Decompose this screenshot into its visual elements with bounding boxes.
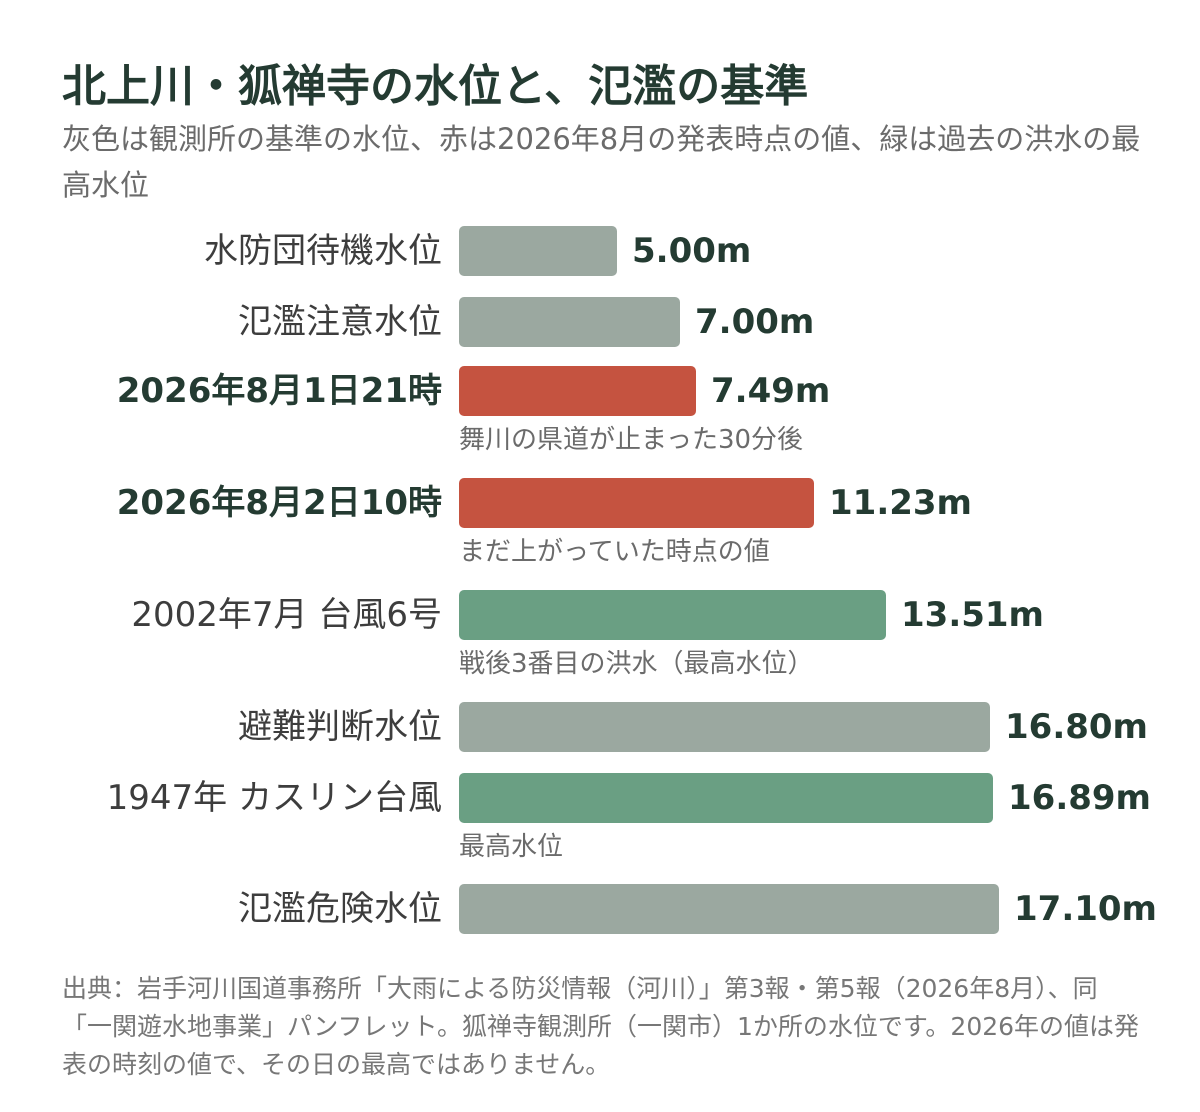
bar-label: 2002年7月 台風6号 — [131, 595, 442, 635]
bar-value-label: 16.80m — [1005, 707, 1148, 747]
bar-label: 避難判断水位 — [238, 707, 442, 747]
bar-label: 1947年 カスリン台風 — [106, 778, 442, 818]
bar-annotation: まだ上がっていた時点の値 — [459, 537, 770, 567]
bar-label: 氾濫注意水位 — [238, 302, 442, 342]
chart-subtitle: 灰色は観測所の基準の水位、赤は2026年8月の発表時点の値、緑は過去の洪水の最高… — [62, 122, 1141, 202]
bar-label: 水防団待機水位 — [204, 231, 442, 271]
bar-reference — [459, 702, 990, 752]
bar-label: 2026年8月2日10時 — [116, 483, 442, 523]
bar-label: 氾濫危険水位 — [238, 889, 442, 929]
bar-annotation: 戦後3番目の洪水（最高水位） — [459, 649, 814, 679]
bar-historical — [459, 590, 886, 640]
bar-reference — [459, 884, 999, 934]
bar-value-label: 7.00m — [695, 302, 815, 342]
bar-value-label: 7.49m — [711, 371, 831, 411]
bar-historical — [459, 773, 993, 823]
bar-reference — [459, 226, 617, 276]
bar-value-label: 16.89m — [1008, 778, 1151, 818]
bar-label: 2026年8月1日21時 — [116, 371, 442, 411]
bar-value-label: 11.23m — [829, 483, 972, 523]
bar-value-label: 17.10m — [1014, 889, 1157, 929]
bar-annotation: 最高水位 — [459, 832, 564, 862]
source-footnote: 出典：岩手河川国道事務所「大雨による防災情報（河川）」第3報・第5報（2026年… — [62, 974, 1140, 1079]
bar-current — [459, 478, 814, 528]
bar-reference — [459, 297, 680, 347]
bar-value-label: 13.51m — [901, 595, 1044, 635]
bar-annotation: 舞川の県道が止まった30分後 — [459, 425, 804, 455]
bar-current — [459, 366, 696, 416]
chart-title: 北上川・狐禅寺の水位と、氾濫の基準 — [62, 61, 809, 112]
bar-value-label: 5.00m — [632, 231, 752, 271]
